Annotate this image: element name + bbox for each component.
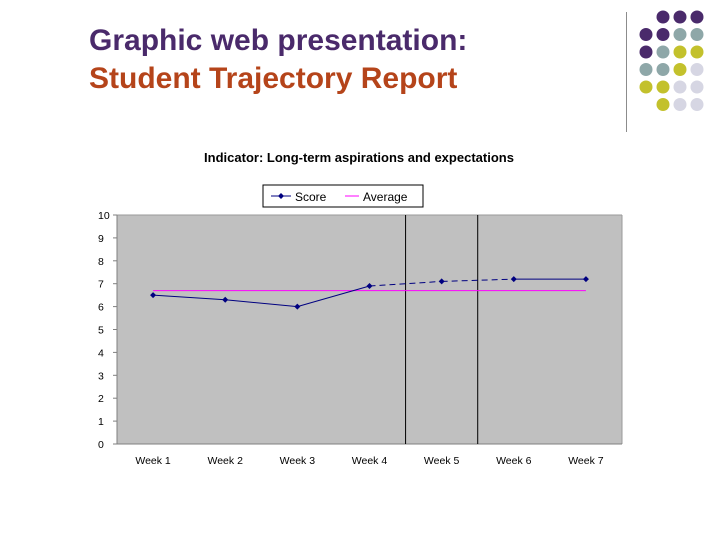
decor-dot-lavender	[690, 63, 704, 76]
score-line-segment	[153, 294, 226, 301]
y-tick-label: 1	[98, 416, 104, 428]
series-layer	[150, 276, 589, 310]
decor-dot-purple	[639, 45, 653, 59]
vertical-divider	[626, 12, 627, 132]
legend-score-marker	[278, 193, 284, 199]
y-axis-ticks: 0 1 2 3 4 5 6 7 8 9 10	[98, 210, 117, 451]
decor-dot-lavender	[690, 80, 704, 94]
x-tick-label: Week 3	[280, 455, 316, 467]
score-line-segment	[297, 285, 370, 308]
legend-box	[262, 184, 424, 208]
decor-dot-olive	[690, 45, 704, 59]
decor-dot-lavender	[690, 98, 704, 111]
chart-title: Indicator: Long-term aspirations and exp…	[204, 150, 514, 165]
x-tick-label: Week 6	[496, 455, 532, 467]
score-point	[438, 278, 445, 285]
decor-dot-purple	[656, 28, 670, 41]
y-tick-label: 8	[98, 256, 104, 268]
x-axis-ticks: Week 1 Week 2 Week 3 Week 4 Week 5 Week 6 Week…	[135, 455, 603, 467]
decor-dot-olive	[656, 98, 670, 111]
y-tick-label: 9	[98, 233, 104, 245]
score-line-segment	[225, 299, 298, 308]
phase-divider-lines	[405, 215, 479, 444]
decor-dot-teal	[690, 28, 704, 41]
x-tick-label: Week 1	[135, 455, 171, 467]
score-point	[510, 276, 517, 283]
slide-title-line-2: Student Trajectory Report	[89, 62, 458, 95]
decor-dot-purple	[639, 28, 653, 41]
decor-dot-purple	[690, 10, 704, 24]
score-point	[222, 296, 229, 303]
x-tick-label: Week 2	[208, 455, 244, 467]
y-tick-label: 0	[98, 439, 104, 451]
legend-score-label: Score	[295, 190, 327, 204]
y-tick-label: 10	[98, 210, 110, 222]
plot-area	[117, 215, 622, 444]
legend-average-label: Average	[363, 190, 408, 204]
y-tick-label: 2	[98, 393, 104, 405]
slide-title: Graphic web presentation: Student Trajec…	[89, 22, 467, 98]
score-point	[294, 303, 301, 310]
decor-dot-lavender	[673, 98, 687, 111]
x-tick-label: Week 4	[352, 455, 388, 467]
score-point	[366, 282, 373, 289]
x-tick-label: Week 5	[424, 455, 460, 467]
decor-dot-lavender	[673, 80, 687, 94]
chart-legend: Score Average	[262, 184, 424, 208]
y-tick-label: 3	[98, 370, 104, 382]
y-tick-label: 4	[98, 347, 104, 359]
decor-dot-olive	[639, 80, 653, 94]
score-point	[150, 292, 157, 299]
decor-dot-teal	[656, 45, 670, 59]
score-point	[582, 276, 589, 283]
score-line-segment	[441, 278, 514, 282]
y-tick-label: 5	[98, 325, 104, 337]
decor-dot-teal	[639, 63, 653, 76]
x-tick-label: Week 7	[568, 455, 604, 467]
decor-dot-olive	[673, 45, 687, 59]
decor-dot-olive	[656, 80, 670, 94]
slide-title-line-1: Graphic web presentation:	[89, 24, 468, 57]
y-tick-label: 6	[98, 302, 104, 314]
score-line-segment	[369, 280, 442, 287]
decor-dot-teal	[673, 28, 687, 41]
y-tick-label: 7	[98, 279, 104, 291]
decor-dot-teal	[656, 63, 670, 76]
decor-dot-purple	[673, 10, 687, 24]
decor-dot-purple	[656, 10, 670, 24]
decor-dot-olive	[673, 63, 687, 76]
decorative-dot-grid	[639, 10, 704, 111]
